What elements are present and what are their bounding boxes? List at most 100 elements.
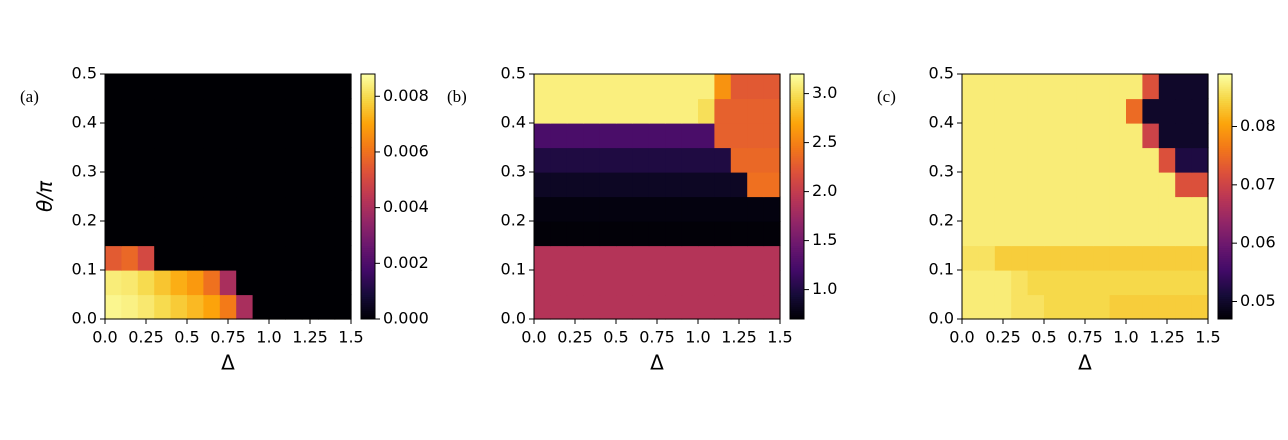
- heatmap-cell: [285, 123, 303, 149]
- colorbar-band: [1218, 221, 1232, 224]
- colorbar-band: [1218, 98, 1232, 102]
- colorbar-band: [790, 265, 804, 269]
- colorbar-band: [1218, 208, 1232, 212]
- heatmap-cell: [665, 172, 683, 198]
- heatmap-cell: [121, 294, 139, 320]
- colorbar-band: [790, 118, 804, 122]
- colorbar-band: [1218, 84, 1232, 87]
- colorbar-band: [361, 80, 375, 83]
- heatmap-cell: [632, 147, 650, 173]
- heatmap-cell: [301, 147, 319, 173]
- colorbar-band: [790, 190, 804, 193]
- colorbar-band: [361, 304, 375, 308]
- heatmap-cell: [583, 172, 601, 198]
- heatmap-cell: [665, 123, 683, 149]
- heatmap-cell: [334, 270, 352, 296]
- colorbar-band: [1218, 306, 1232, 310]
- heatmap-cell: [730, 74, 748, 100]
- colorbar-band: [361, 180, 375, 183]
- heatmap-cell: [730, 147, 748, 173]
- colorbar-band: [361, 208, 375, 212]
- heatmap-cell: [978, 245, 996, 271]
- heatmap-cell: [698, 245, 715, 271]
- x-tick-label: 1.25: [721, 328, 757, 347]
- colorbar-band: [361, 306, 375, 310]
- x-tick-label: 1.5: [767, 328, 792, 347]
- colorbar-band: [790, 196, 804, 200]
- colorbar-band: [361, 249, 375, 253]
- heatmap-cell: [1126, 270, 1143, 296]
- colorbar-band: [790, 270, 804, 273]
- heatmap-cell: [763, 294, 781, 320]
- heatmap-cell: [1191, 172, 1209, 198]
- colorbar-band: [790, 218, 804, 222]
- colorbar-band: [1218, 161, 1232, 165]
- colorbar-band: [790, 167, 804, 171]
- colorbar-band: [361, 270, 375, 273]
- heatmap-cell: [1142, 98, 1160, 124]
- heatmap-cell: [1191, 245, 1209, 271]
- colorbar-band: [790, 182, 804, 185]
- colorbar-band: [361, 76, 375, 79]
- colorbar-band: [790, 274, 804, 277]
- heatmap-cell: [1093, 147, 1111, 173]
- heatmap-cell: [219, 221, 237, 247]
- heatmap-cell: [747, 172, 765, 198]
- heatmap-cell: [681, 221, 699, 247]
- heatmap-cell: [187, 74, 204, 100]
- colorbar-band: [361, 104, 375, 108]
- colorbar-band: [1218, 74, 1232, 77]
- heatmap-cell: [1175, 172, 1193, 198]
- heatmap-cell: [648, 172, 666, 198]
- colorbar-band: [1218, 245, 1232, 249]
- heatmap-cell: [747, 245, 765, 271]
- colorbar-band: [361, 237, 375, 240]
- x-tick-label: 1.0: [685, 328, 710, 347]
- heatmap-cell: [154, 123, 172, 149]
- colorbar-band: [1218, 159, 1232, 163]
- heatmap-cell: [1060, 74, 1078, 100]
- heatmap-cell: [219, 98, 237, 124]
- heatmap-cell: [648, 98, 666, 124]
- heatmap-cell: [714, 74, 732, 100]
- colorbar-band: [790, 312, 804, 316]
- heatmap-cell: [318, 270, 336, 296]
- colorbar-band: [790, 106, 804, 110]
- heatmap-cell: [1044, 123, 1061, 149]
- heatmap-cell: [534, 221, 551, 247]
- colorbar-band: [1218, 300, 1232, 304]
- heatmap-cell: [681, 196, 699, 222]
- colorbar-band: [1218, 263, 1232, 267]
- colorbar-band: [790, 251, 804, 255]
- heatmap-cell: [1060, 294, 1078, 320]
- colorbar-band: [790, 255, 804, 259]
- heatmap-cell: [1044, 98, 1061, 124]
- heatmap-cell: [170, 245, 188, 271]
- colorbar-band: [361, 74, 375, 77]
- heatmap-cell: [632, 245, 650, 271]
- heatmap-cell: [1076, 196, 1094, 222]
- heatmap-cell: [632, 123, 650, 149]
- colorbar-band: [1218, 106, 1232, 110]
- colorbar-band: [790, 120, 804, 124]
- colorbar-band: [790, 129, 804, 132]
- colorbar-band: [361, 245, 375, 249]
- colorbar-band: [1218, 259, 1232, 263]
- heatmap-cell: [1109, 196, 1127, 222]
- heatmap-cell: [550, 221, 568, 247]
- colorbar-band: [1218, 251, 1232, 255]
- colorbar-band: [361, 157, 375, 161]
- colorbar-band: [1218, 225, 1232, 228]
- colorbar-band: [790, 110, 804, 114]
- heatmap-cell: [1191, 196, 1209, 222]
- colorbar-band: [1218, 141, 1232, 144]
- heatmap-cell: [550, 245, 568, 271]
- heatmap-cell: [1076, 221, 1094, 247]
- colorbar-band: [361, 286, 375, 289]
- colorbar-band: [1218, 157, 1232, 161]
- colorbar-band: [1218, 184, 1232, 187]
- heatmap-cell: [269, 123, 286, 149]
- colorbar-band: [1218, 143, 1232, 146]
- colorbar-band: [790, 76, 804, 79]
- colorbar-band: [1218, 153, 1232, 157]
